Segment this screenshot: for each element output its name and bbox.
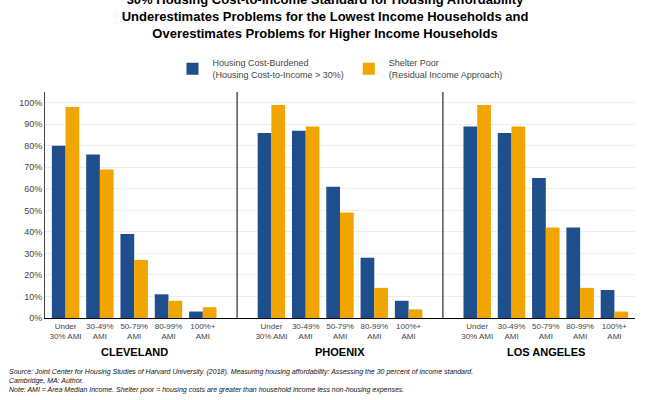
svg-text:80-99%AMI: 80-99%AMI [566, 322, 594, 341]
svg-text:50%: 50% [24, 206, 42, 216]
svg-text:80-99%AMI: 80-99%AMI [361, 322, 389, 341]
svg-text:80%: 80% [24, 141, 42, 151]
svg-text:Housing Cost-Burdened(Housing: Housing Cost-Burdened(Housing Cost-to-In… [213, 58, 344, 80]
svg-text:100%+AMI: 100%+AMI [602, 322, 627, 341]
svg-text:Under30% AMI: Under30% AMI [461, 322, 493, 341]
svg-text:50-79%AMI: 50-79%AMI [532, 322, 560, 341]
svg-text:50-79%AMI: 50-79%AMI [120, 322, 148, 341]
svg-text:Under30% AMI: Under30% AMI [255, 322, 287, 341]
svg-text:PHOENIX: PHOENIX [315, 346, 365, 358]
svg-text:LOS ANGELES: LOS ANGELES [507, 346, 585, 358]
svg-text:30-49%AMI: 30-49%AMI [292, 322, 320, 341]
svg-text:80-99%AMI: 80-99%AMI [155, 322, 183, 341]
svg-text:90%: 90% [24, 119, 42, 129]
svg-text:CLEVELAND: CLEVELAND [101, 346, 168, 358]
svg-text:Source: Joint Center for Housi: Source: Joint Center for Housing Studies… [9, 368, 473, 394]
svg-text:30-49%AMI: 30-49%AMI [498, 322, 526, 341]
svg-text:50-79%AMI: 50-79%AMI [326, 322, 354, 341]
svg-text:0%: 0% [29, 313, 42, 323]
svg-text:100%+AMI: 100%+AMI [190, 322, 215, 341]
svg-text:60%: 60% [24, 184, 42, 194]
svg-text:30%: 30% [24, 249, 42, 259]
svg-text:Under30% AMI: Under30% AMI [50, 322, 82, 341]
svg-text:40%: 40% [24, 227, 42, 237]
svg-text:Shelter Poor(Residual Income A: Shelter Poor(Residual Income Approach) [389, 58, 503, 80]
svg-text:70%: 70% [24, 162, 42, 172]
svg-text:100%+AMI: 100%+AMI [396, 322, 421, 341]
svg-text:10%: 10% [24, 292, 42, 302]
svg-text:30% Housing Cost-to-Income Sta: 30% Housing Cost-to-Income Standard for … [122, 0, 529, 41]
svg-text:100%: 100% [19, 98, 42, 108]
svg-text:20%: 20% [24, 270, 42, 280]
svg-text:30-49%AMI: 30-49%AMI [86, 322, 114, 341]
